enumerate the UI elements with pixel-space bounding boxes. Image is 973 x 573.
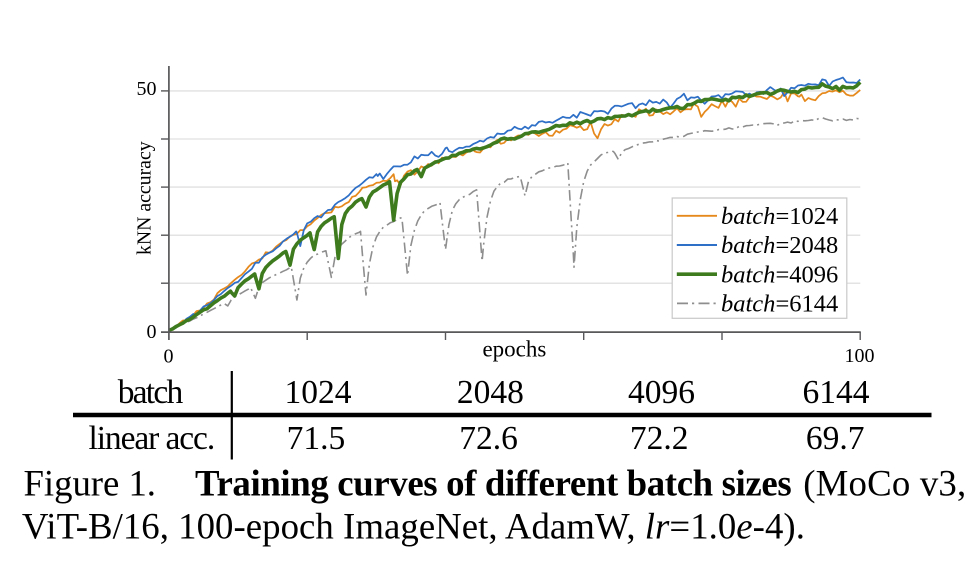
svg-text:linear acc.: linear acc. <box>89 420 216 457</box>
svg-text:71.5: 71.5 <box>287 420 346 457</box>
svg-text:(MoCo v3,: (MoCo v3, <box>803 462 966 503</box>
svg-text:4096: 4096 <box>628 374 695 411</box>
svg-text:100: 100 <box>845 345 875 367</box>
svg-text:batch: batch <box>118 374 184 411</box>
svg-text:6144: 6144 <box>803 374 870 411</box>
svg-text:69.7: 69.7 <box>806 420 865 457</box>
svg-text:batch=2048: batch=2048 <box>721 232 838 259</box>
svg-text:ViT-B/16, 100-epoch ImageNet,: ViT-B/16, 100-epoch ImageNet, AdamW, lr=… <box>22 505 805 546</box>
svg-text:Training curves of different b: Training curves of different batch sizes <box>195 462 792 503</box>
svg-text:72.2: 72.2 <box>630 420 689 457</box>
svg-text:epochs: epochs <box>482 337 546 362</box>
svg-text:kNN accuracy: kNN accuracy <box>134 141 156 255</box>
svg-text:1024: 1024 <box>285 374 352 411</box>
svg-text:batch=4096: batch=4096 <box>721 261 838 288</box>
svg-text:50: 50 <box>137 78 157 100</box>
svg-text:0: 0 <box>147 321 157 343</box>
svg-text:Figure 1.: Figure 1. <box>24 462 157 503</box>
svg-text:batch=6144: batch=6144 <box>721 291 838 318</box>
svg-text:72.6: 72.6 <box>459 420 518 457</box>
svg-text:batch=1024: batch=1024 <box>721 203 838 230</box>
svg-text:2048: 2048 <box>457 374 524 411</box>
svg-text:0: 0 <box>164 346 174 368</box>
